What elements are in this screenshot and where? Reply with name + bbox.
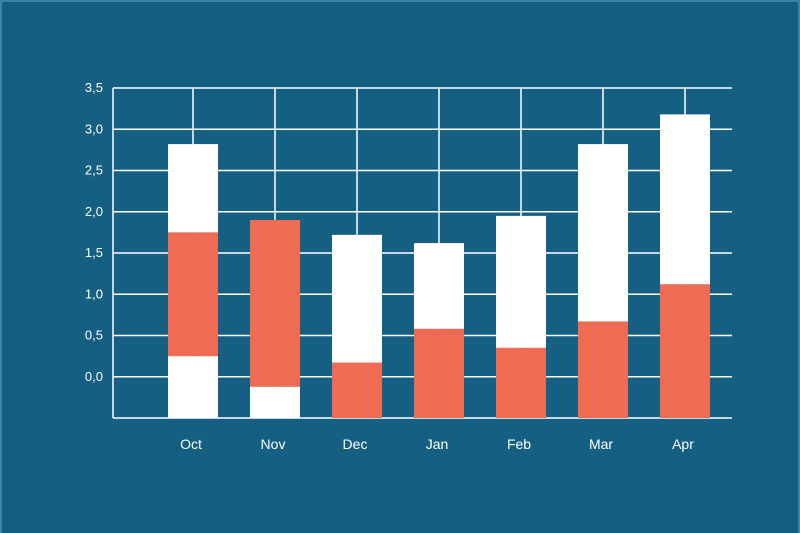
bar-segment bbox=[496, 347, 546, 418]
x-tick-label: Feb bbox=[507, 436, 531, 452]
bar-segment bbox=[578, 321, 628, 418]
y-tick-label: 2,5 bbox=[85, 163, 103, 178]
x-tick-label: Nov bbox=[261, 436, 286, 452]
x-tick-label: Oct bbox=[180, 436, 202, 452]
bar-segment bbox=[578, 144, 628, 322]
bar-segment bbox=[496, 215, 546, 348]
bar-segment bbox=[414, 328, 464, 418]
y-tick-label: 2,0 bbox=[85, 204, 103, 219]
y-tick-label: 3,5 bbox=[85, 80, 103, 95]
bar-segment bbox=[250, 386, 300, 418]
bar-segment bbox=[168, 356, 218, 418]
bar-segment bbox=[660, 114, 710, 285]
x-tick-label: Apr bbox=[672, 436, 694, 452]
bar-segment bbox=[332, 234, 382, 363]
bar-segment bbox=[168, 232, 218, 357]
bar-segment bbox=[414, 243, 464, 329]
bar-segment bbox=[168, 144, 218, 233]
y-tick-label: 0,0 bbox=[85, 369, 103, 384]
y-tick-label: 1,0 bbox=[85, 286, 103, 301]
x-tick-label: Mar bbox=[589, 436, 613, 452]
bar-segment bbox=[250, 220, 300, 387]
y-tick-label: 0,5 bbox=[85, 328, 103, 343]
x-tick-label: Dec bbox=[343, 436, 368, 452]
bar-segment bbox=[332, 362, 382, 418]
y-tick-label: 3,0 bbox=[85, 121, 103, 136]
bar-segment bbox=[660, 284, 710, 418]
x-tick-label: Jan bbox=[426, 436, 449, 452]
y-tick-label: 1,5 bbox=[85, 245, 103, 260]
